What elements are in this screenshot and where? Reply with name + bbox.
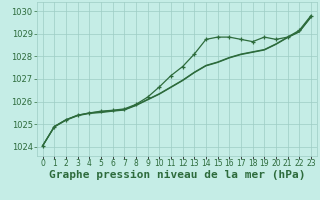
X-axis label: Graphe pression niveau de la mer (hPa): Graphe pression niveau de la mer (hPa) bbox=[49, 170, 305, 180]
